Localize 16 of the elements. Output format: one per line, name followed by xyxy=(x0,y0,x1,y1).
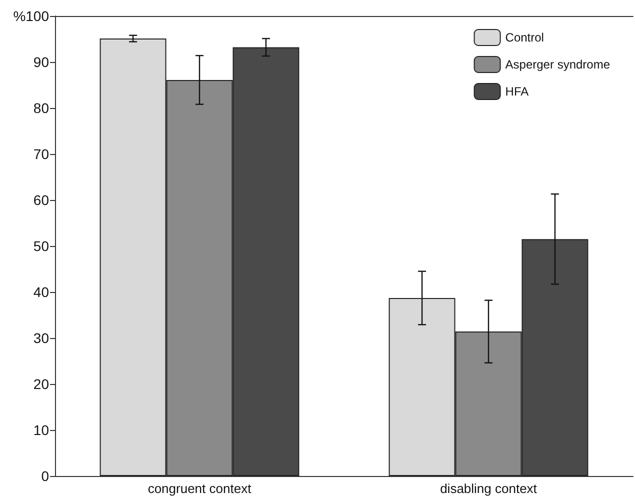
y-tick-label: 10 xyxy=(33,422,50,438)
y-tick-label: 30 xyxy=(33,330,50,346)
x-tick-label: disabling context xyxy=(440,481,538,496)
y-tick-label: 20 xyxy=(33,376,50,392)
y-tick-label: %100 xyxy=(13,8,50,24)
y-tick-label: 80 xyxy=(33,100,50,116)
y-tick-label: 50 xyxy=(33,238,50,254)
y-tick-label: 90 xyxy=(33,54,50,70)
legend-label: Control xyxy=(505,30,544,44)
y-tick-label: 60 xyxy=(33,192,50,208)
legend-label: HFA xyxy=(505,84,529,98)
y-tick-label: 40 xyxy=(33,284,50,300)
legend-label: Asperger syndrome xyxy=(505,58,610,72)
y-tick-label: 0 xyxy=(41,468,50,484)
x-tick-label: congruent context xyxy=(148,481,252,496)
y-tick-label: 70 xyxy=(33,146,50,162)
